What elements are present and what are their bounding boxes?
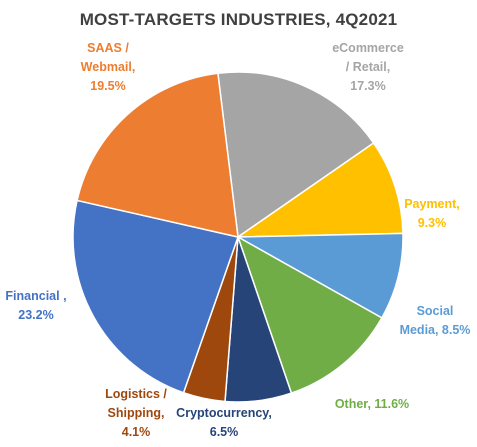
data-label-payment: Payment, 9.3%	[404, 197, 460, 230]
data-label-financial: Financial , 23.2%	[5, 289, 66, 322]
data-label-ecommerce-retail: eCommerce / Retail, 17.3%	[332, 41, 404, 93]
data-label-other: Other, 11.6%	[335, 397, 409, 411]
pie-slice-social-media	[235, 232, 404, 319]
data-label-saas-webmail: SAAS / Webmail, 19.5%	[81, 41, 136, 93]
data-label-social-media: Social Media, 8.5%	[400, 304, 471, 337]
pie-slice-financial	[72, 199, 239, 394]
chart-title: MOST-TARGETS INDUSTRIES, 4Q2021	[79, 10, 398, 29]
pie-slice-payment	[235, 141, 404, 238]
pie-slice-saas-webmail	[76, 72, 239, 238]
data-label-cryptocurrency: Cryptocurrency, 6.5%	[176, 406, 272, 439]
pie-slice-ecommerce-retail	[217, 71, 375, 239]
data-label-logistics-shipping: Logistics / Shipping, 4.1%	[105, 387, 167, 439]
pie-slice-other	[236, 235, 383, 395]
